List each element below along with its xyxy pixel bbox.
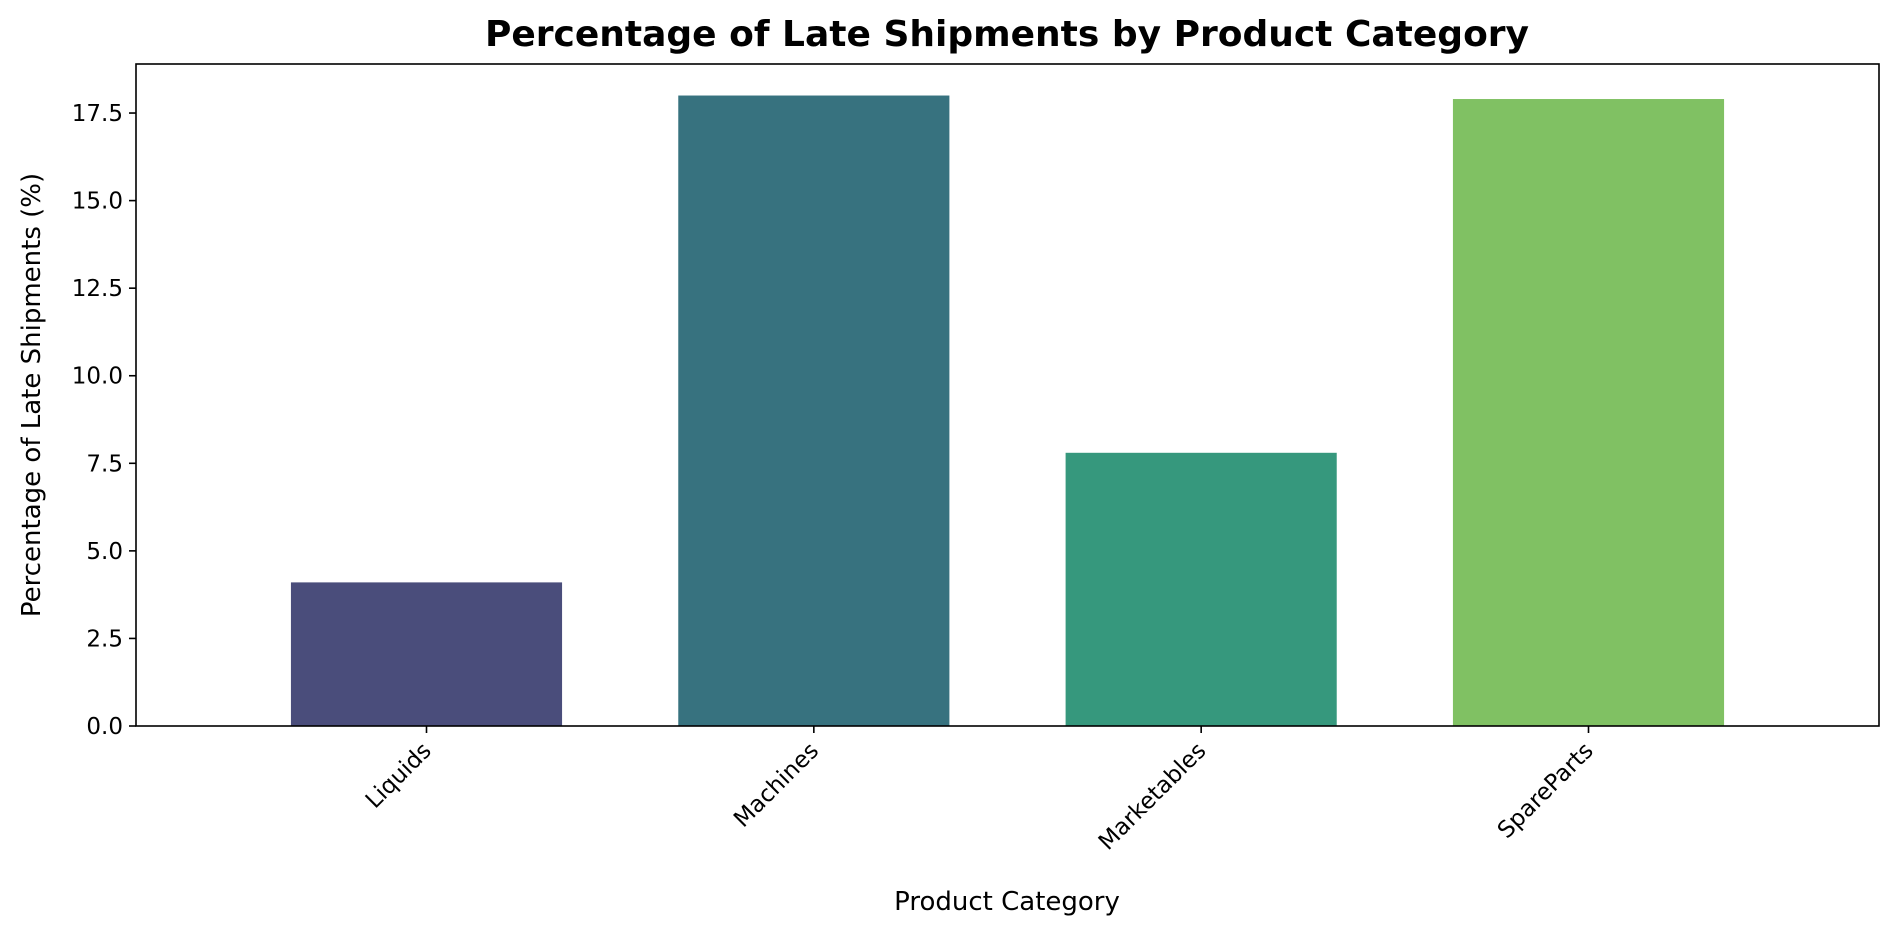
y-axis-label: Percentage of Late Shipments (%) — [17, 173, 47, 617]
bar-marketables — [1065, 452, 1337, 726]
bars-layer — [290, 95, 1725, 727]
bar-liquids — [290, 582, 563, 726]
x-axis: Liquids Machines Marketables SpareParts — [361, 726, 1599, 855]
y-tick-label: 7.5 — [86, 451, 123, 477]
x-axis-label: Product Category — [894, 887, 1120, 917]
chart-title: Percentage of Late Shipments by Product … — [485, 14, 1529, 55]
y-axis: 0.0 2.5 5.0 7.5 10.0 12.5 15.0 17.5 — [72, 101, 136, 740]
y-tick-label: 0.0 — [86, 714, 123, 740]
y-tick-label: 10.0 — [72, 364, 123, 390]
x-tick-label: Marketables — [1094, 738, 1212, 856]
y-tick-label: 5.0 — [86, 539, 123, 565]
x-tick-label: Liquids — [361, 738, 437, 814]
y-tick-label: 2.5 — [86, 626, 123, 652]
bar-spareparts — [1452, 99, 1725, 726]
y-tick-label: 17.5 — [72, 101, 123, 127]
x-tick-label: SpareParts — [1493, 738, 1599, 844]
y-tick-label: 12.5 — [72, 276, 123, 302]
bar-machines — [678, 95, 950, 727]
y-tick-label: 15.0 — [72, 189, 123, 215]
plot-frame — [135, 63, 1880, 727]
x-tick-label: Machines — [729, 738, 824, 833]
